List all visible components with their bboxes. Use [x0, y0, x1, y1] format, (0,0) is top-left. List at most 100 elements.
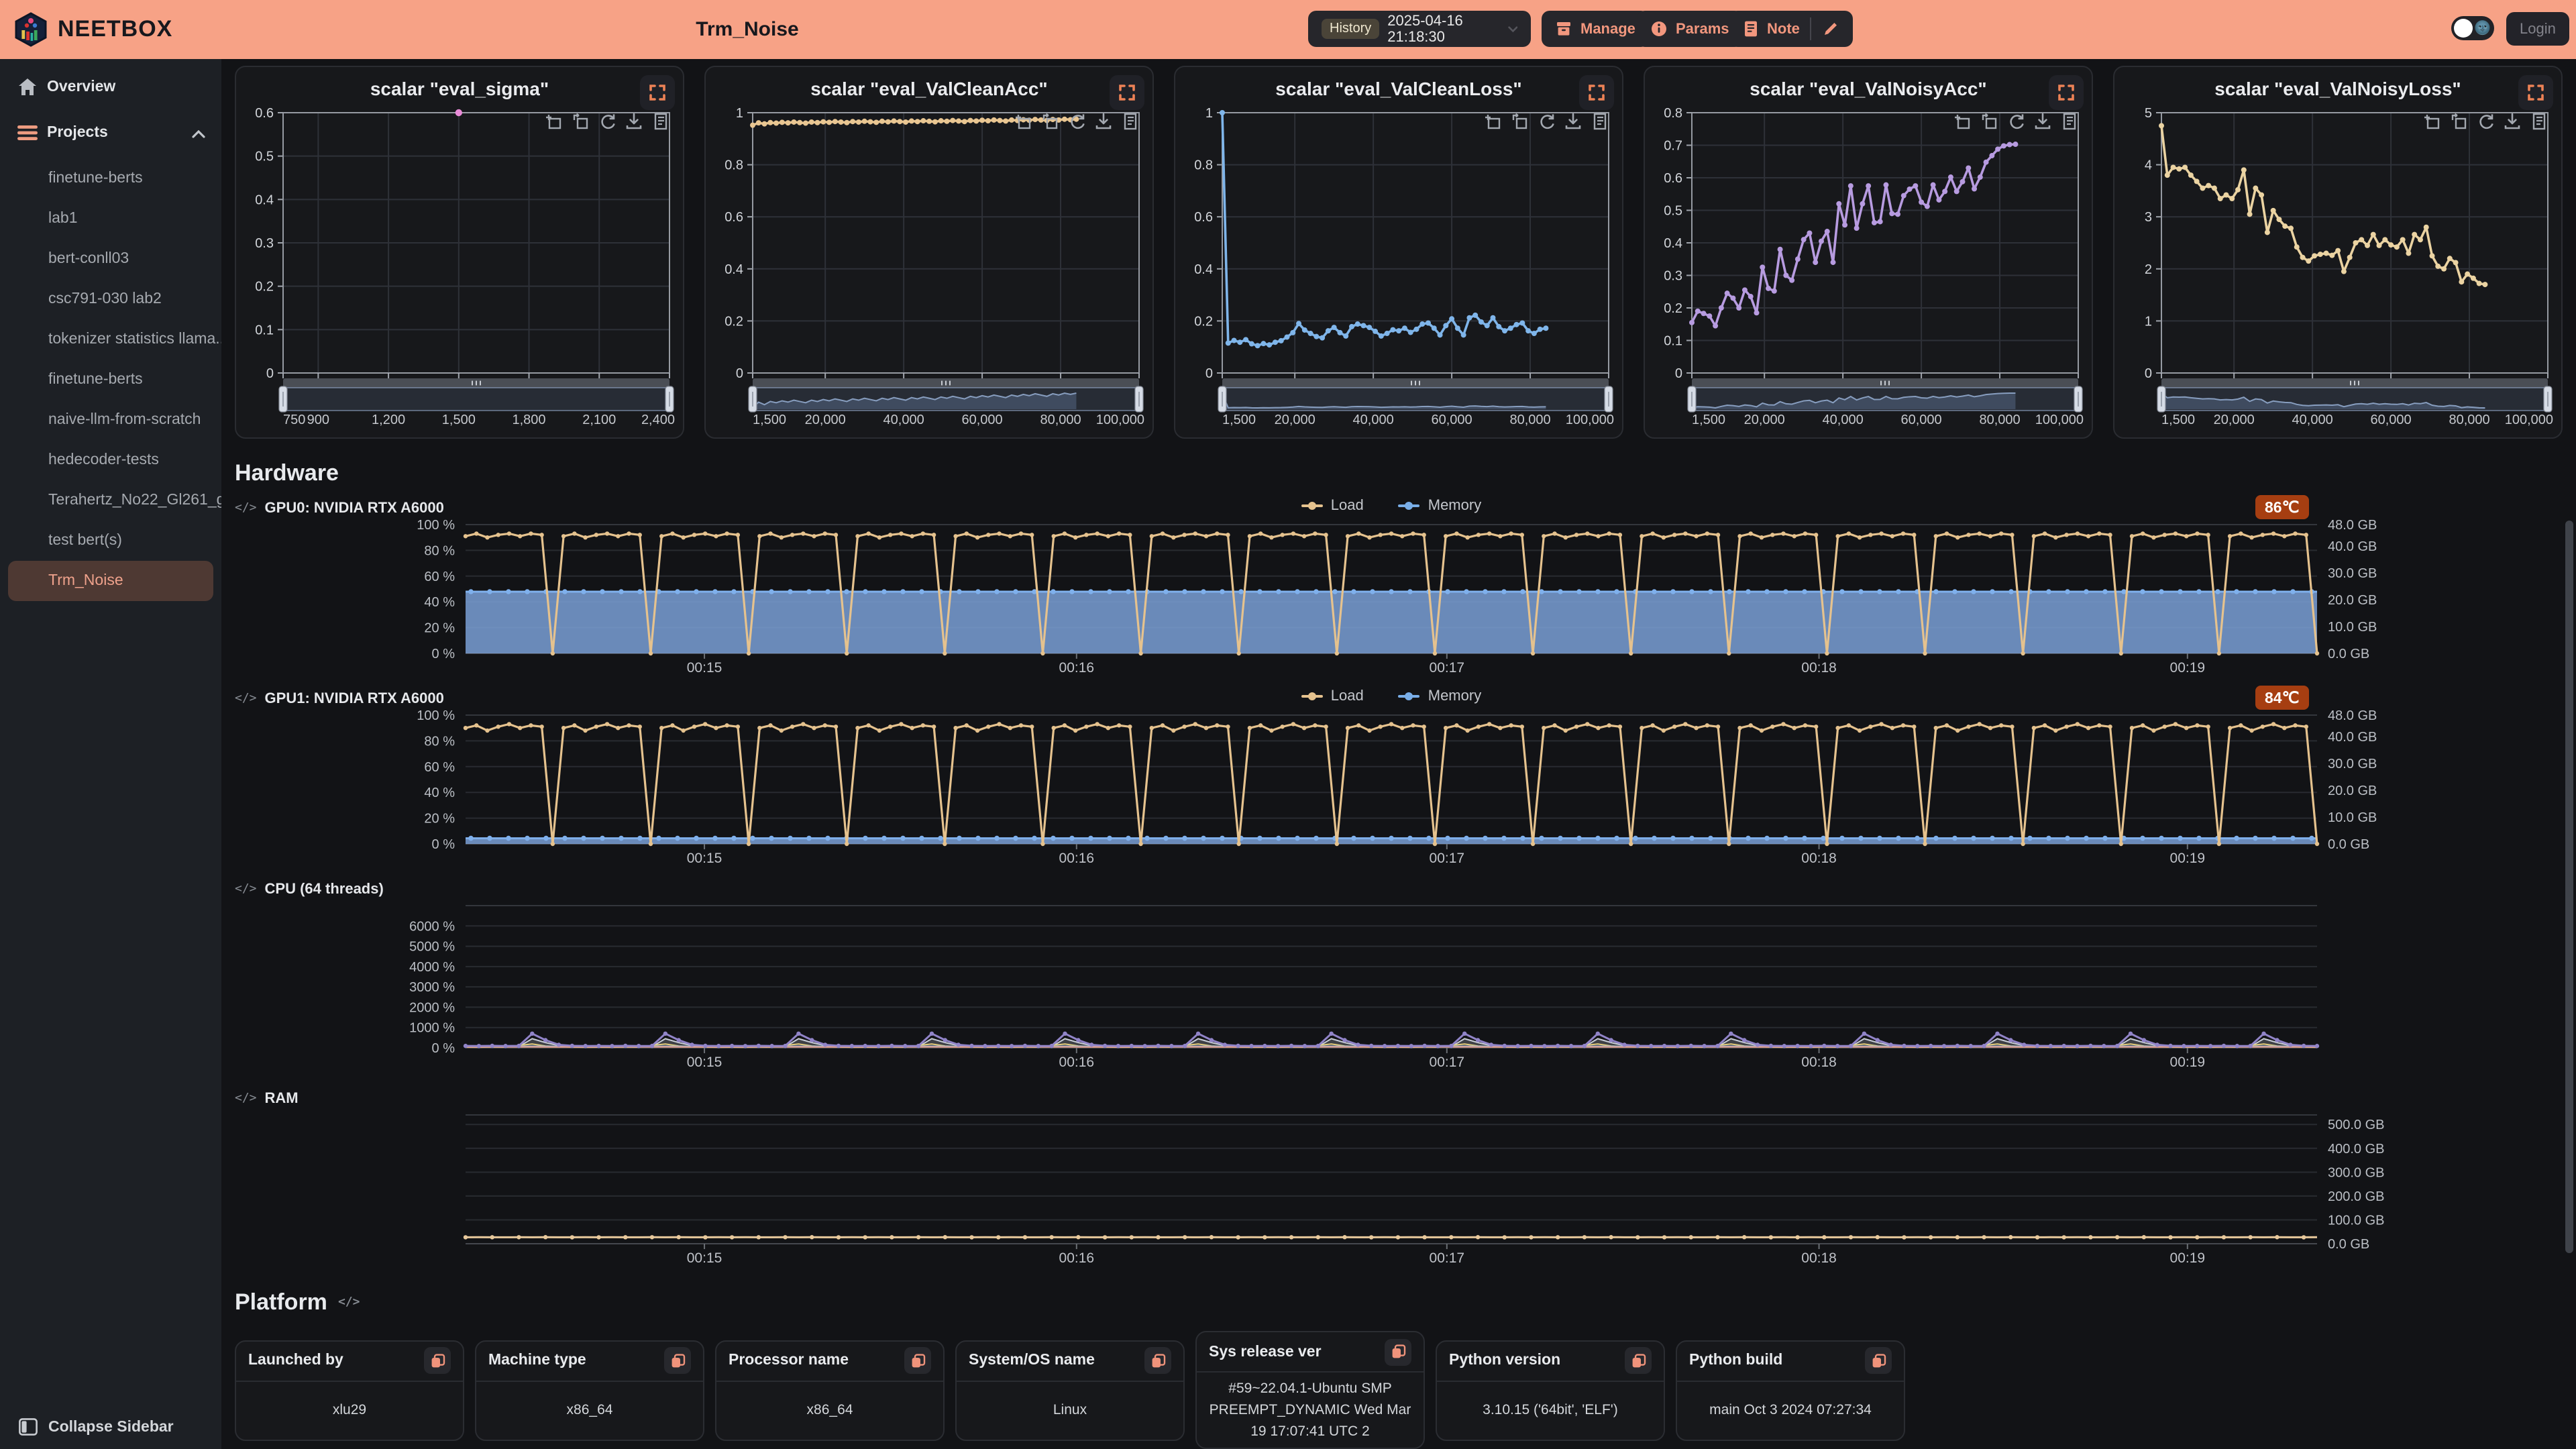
params-button[interactable]: Params	[1637, 11, 1743, 47]
data-view-icon[interactable]	[1122, 113, 1139, 130]
chevron-up-icon[interactable]	[192, 121, 205, 145]
page-scrollbar-thumb[interactable]	[2565, 521, 2573, 1253]
svg-text:2000 %: 2000 %	[409, 1000, 455, 1015]
legend-load[interactable]: Load	[1301, 688, 1364, 704]
overview-label: Overview	[47, 79, 116, 95]
zoom-box-icon[interactable]	[1014, 113, 1032, 130]
eval-sigma-chart[interactable]: 0 0.1 0.2 0.3 0.4 0.5 0.6 750 900 1,200 1,500 1,800…	[236, 102, 683, 432]
history-dropdown[interactable]: History 2025-04-16 21:18:30	[1308, 11, 1531, 47]
fullscreen-button[interactable]	[1110, 75, 1144, 110]
legend-load[interactable]: Load	[1301, 498, 1364, 514]
svg-text:1,500: 1,500	[1692, 413, 1725, 427]
legend-memory[interactable]: Memory	[1398, 498, 1481, 514]
project-item[interactable]: finetune-berts	[48, 170, 143, 186]
copy-button[interactable]	[664, 1347, 691, 1374]
data-view-icon[interactable]	[1591, 113, 1609, 130]
sidebar-item-projects[interactable]: Projects	[0, 115, 221, 150]
data-view-icon[interactable]	[652, 113, 669, 130]
fullscreen-button[interactable]	[640, 75, 675, 110]
copy-button[interactable]	[1144, 1347, 1171, 1374]
svg-text:0.6: 0.6	[1664, 171, 1682, 186]
svg-text:0.4: 0.4	[1664, 236, 1682, 251]
info-icon	[1652, 21, 1666, 36]
load-marker-icon	[1301, 691, 1323, 702]
copy-button[interactable]	[424, 1347, 451, 1374]
copy-button[interactable]	[1865, 1347, 1892, 1374]
svg-text:100.0 GB: 100.0 GB	[2328, 1213, 2385, 1228]
platform-card-python-build: Python build main Oct 3 2024 07:27:34	[1676, 1340, 1905, 1440]
zoom-box-icon[interactable]	[1953, 113, 1971, 130]
svg-text:00:16: 00:16	[1059, 660, 1095, 676]
project-item[interactable]: tokenizer statistics llama...	[48, 331, 221, 347]
svg-text:00:19: 00:19	[2170, 1055, 2206, 1070]
project-item[interactable]: csc791-030 lab2	[48, 291, 162, 307]
zoom-reset-icon[interactable]	[572, 113, 589, 130]
eval-valcleanloss-chart[interactable]: 0 0.2 0.4 0.6 0.8 1 1,500 20,000 40,000 60,000 80,…	[1175, 102, 1622, 432]
save-image-icon[interactable]	[2504, 113, 2521, 130]
restore-icon[interactable]	[2007, 113, 2025, 130]
project-item[interactable]: test bert(s)	[48, 533, 122, 549]
project-item[interactable]: naive-llm-from-scratch	[48, 412, 201, 428]
sidebar-item-overview[interactable]: Overview	[0, 70, 221, 105]
project-item[interactable]: lab1	[48, 211, 78, 227]
divider	[957, 1380, 1183, 1381]
restore-icon[interactable]	[1068, 113, 1085, 130]
zoom-box-icon[interactable]	[545, 113, 562, 130]
divider	[1810, 17, 1812, 40]
save-image-icon[interactable]	[2034, 113, 2051, 130]
theme-toggle[interactable]: 🌚	[2451, 16, 2494, 40]
svg-text:0 %: 0 %	[432, 647, 455, 661]
save-image-icon[interactable]	[625, 113, 643, 130]
collapse-sidebar-button[interactable]: Collapse Sidebar	[19, 1418, 174, 1436]
note-icon[interactable]	[1743, 20, 1759, 38]
project-item-selected[interactable]: Trm_Noise	[8, 561, 213, 601]
gpu1-chart[interactable]: 100 % 80 % 60 % 40 % 20 % 0 % 48.0 GB 40.0 GB 30…	[235, 710, 2563, 873]
zoom-box-icon[interactable]	[1484, 113, 1501, 130]
ram-chart[interactable]: 500.0 GB 400.0 GB 300.0 GB 200.0 GB 100.0 GB…	[235, 1110, 2563, 1273]
save-image-icon[interactable]	[1564, 113, 1582, 130]
divider	[1437, 1380, 1664, 1381]
copy-button[interactable]	[904, 1347, 931, 1374]
svg-text:60,000: 60,000	[962, 413, 1003, 427]
svg-text:00:18: 00:18	[1801, 660, 1837, 676]
copy-button[interactable]	[1385, 1338, 1411, 1365]
gpu0-chart[interactable]: 100 % 80 % 60 % 40 % 20 % 0 % 48.0 GB 40.0 GB 30…	[235, 519, 2563, 683]
data-view-icon[interactable]	[2061, 113, 2078, 130]
manage-button[interactable]: Manage	[1542, 11, 1649, 47]
cpu-chart[interactable]: 6000 % 5000 % 4000 % 3000 % 2000 % 1000 % 0 % 0…	[235, 900, 2563, 1083]
note-label[interactable]: Note	[1767, 21, 1800, 37]
eval-valcleanacc-chart[interactable]: 0 0.2 0.4 0.6 0.8 1 1,500 20,000 40,000 60,000 80,…	[706, 102, 1152, 432]
svg-text:30.0 GB: 30.0 GB	[2328, 566, 2377, 581]
eval-valnoisyacc-chart[interactable]: 0 0.1 0.2 0.3 0.4 0.5 0.6 0.7 0.8 1,500 20,000 40,0…	[1645, 102, 2092, 432]
login-button[interactable]: Login	[2506, 12, 2569, 46]
zoom-reset-icon[interactable]	[1980, 113, 1998, 130]
zoom-box-icon[interactable]	[2423, 113, 2440, 130]
restore-icon[interactable]	[1538, 113, 1555, 130]
fullscreen-button[interactable]	[2518, 75, 2553, 110]
eval-valnoisyloss-chart[interactable]: 0 1 2 3 4 5 1,500 20,000 40,000 60,000 80,000 100,0…	[2114, 102, 2561, 432]
project-item[interactable]: hedecoder-tests	[48, 452, 159, 468]
data-view-icon[interactable]	[2530, 113, 2548, 130]
svg-text:80 %: 80 %	[424, 543, 455, 558]
save-image-icon[interactable]	[1095, 113, 1112, 130]
card-value: 3.10.15 ('64bit', 'ELF')	[1483, 1401, 1618, 1418]
zoom-reset-icon[interactable]	[1511, 113, 1528, 130]
svg-text:20,000: 20,000	[1744, 413, 1785, 427]
zoom-reset-icon[interactable]	[2450, 113, 2467, 130]
legend-memory[interactable]: Memory	[1398, 688, 1481, 704]
fullscreen-button[interactable]	[2049, 75, 2084, 110]
project-item[interactable]: Terahertz_No22_Gl261_gl...	[48, 492, 221, 508]
code-icon: </>	[235, 692, 257, 706]
project-item[interactable]: bert-conll03	[48, 251, 129, 267]
svg-text:00:17: 00:17	[1430, 1055, 1465, 1070]
project-item[interactable]: finetune-berts	[48, 372, 143, 388]
fullscreen-button[interactable]	[1579, 75, 1614, 110]
zoom-reset-icon[interactable]	[1041, 113, 1059, 130]
restore-icon[interactable]	[2477, 113, 2494, 130]
svg-text:80,000: 80,000	[2449, 413, 2489, 427]
brand[interactable]: NEETBOX	[13, 12, 172, 47]
copy-button[interactable]	[1625, 1347, 1652, 1374]
edit-pencil-icon[interactable]	[1823, 20, 1840, 38]
restore-icon[interactable]	[598, 113, 616, 130]
svg-text:5: 5	[2145, 106, 2152, 121]
